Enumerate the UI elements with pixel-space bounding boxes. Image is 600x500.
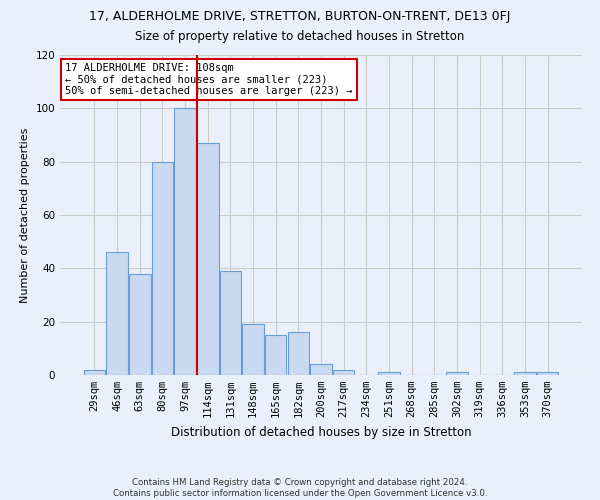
- Text: 17 ALDERHOLME DRIVE: 108sqm
← 50% of detached houses are smaller (223)
50% of se: 17 ALDERHOLME DRIVE: 108sqm ← 50% of det…: [65, 63, 353, 96]
- Bar: [129, 274, 151, 375]
- Text: Contains HM Land Registry data © Crown copyright and database right 2024.
Contai: Contains HM Land Registry data © Crown c…: [113, 478, 487, 498]
- Bar: [197, 143, 218, 375]
- Text: 17, ALDERHOLME DRIVE, STRETTON, BURTON-ON-TRENT, DE13 0FJ: 17, ALDERHOLME DRIVE, STRETTON, BURTON-O…: [89, 10, 511, 23]
- Y-axis label: Number of detached properties: Number of detached properties: [20, 128, 30, 302]
- Bar: [378, 372, 400, 375]
- Bar: [333, 370, 355, 375]
- Bar: [310, 364, 332, 375]
- Bar: [220, 271, 241, 375]
- Text: Size of property relative to detached houses in Stretton: Size of property relative to detached ho…: [136, 30, 464, 43]
- Bar: [265, 335, 286, 375]
- Bar: [175, 108, 196, 375]
- Bar: [537, 372, 558, 375]
- Bar: [152, 162, 173, 375]
- Bar: [84, 370, 105, 375]
- Bar: [514, 372, 536, 375]
- Bar: [446, 372, 467, 375]
- Bar: [287, 332, 309, 375]
- X-axis label: Distribution of detached houses by size in Stretton: Distribution of detached houses by size …: [170, 426, 472, 438]
- Bar: [242, 324, 264, 375]
- Bar: [106, 252, 128, 375]
